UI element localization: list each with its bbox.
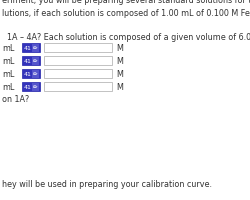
FancyBboxPatch shape — [44, 44, 112, 53]
FancyBboxPatch shape — [22, 83, 40, 92]
Text: ✏: ✏ — [33, 85, 38, 90]
FancyBboxPatch shape — [22, 57, 40, 66]
Text: mL: mL — [2, 44, 14, 53]
Text: M: M — [116, 83, 123, 92]
Text: eriment, you will be preparing several standard solutions for the Beer’s La: eriment, you will be preparing several s… — [2, 0, 250, 5]
Text: ✏: ✏ — [33, 72, 38, 77]
FancyBboxPatch shape — [32, 83, 40, 91]
Text: 41: 41 — [24, 46, 31, 51]
FancyBboxPatch shape — [22, 70, 40, 79]
FancyBboxPatch shape — [32, 70, 40, 78]
Text: 41: 41 — [24, 59, 31, 64]
FancyBboxPatch shape — [44, 70, 112, 79]
Text: lutions, if each solution is composed of 1.00 mL of 0.100 M Fe(NO₃)₃ dil: lutions, if each solution is composed of… — [2, 9, 250, 18]
FancyBboxPatch shape — [32, 44, 40, 52]
Text: M: M — [116, 57, 123, 66]
Text: M: M — [116, 44, 123, 53]
Text: ✏: ✏ — [33, 59, 38, 64]
FancyBboxPatch shape — [22, 44, 40, 53]
Text: M: M — [116, 70, 123, 79]
FancyBboxPatch shape — [32, 57, 40, 65]
Text: 1A – 4A? Each solution is composed of a given volume of 6.00x10⁻⁴ M N: 1A – 4A? Each solution is composed of a … — [2, 33, 250, 42]
Text: on 1A?: on 1A? — [2, 95, 29, 103]
Text: mL: mL — [2, 83, 14, 92]
Text: 41: 41 — [24, 85, 31, 90]
FancyBboxPatch shape — [44, 57, 112, 66]
Text: mL: mL — [2, 57, 14, 66]
Text: 41: 41 — [24, 72, 31, 77]
FancyBboxPatch shape — [44, 83, 112, 92]
Text: mL: mL — [2, 70, 14, 79]
Text: hey will be used in preparing your calibration curve.: hey will be used in preparing your calib… — [2, 179, 212, 188]
Text: ✏: ✏ — [33, 46, 38, 51]
